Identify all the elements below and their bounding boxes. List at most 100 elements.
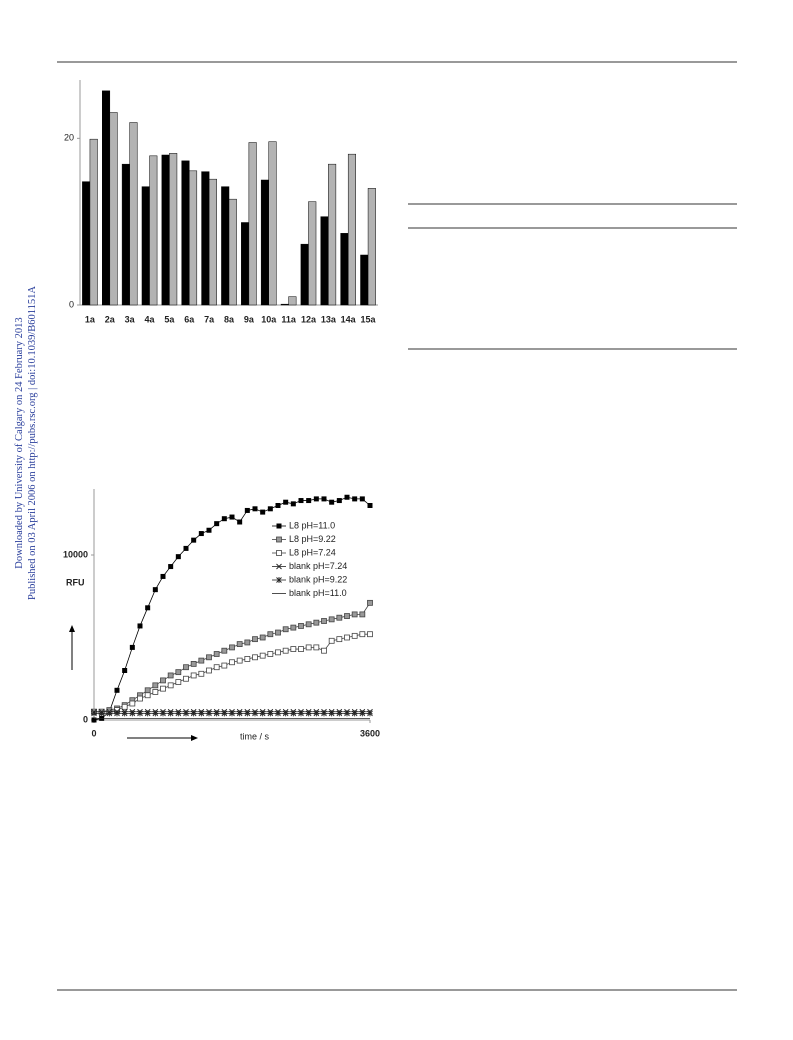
marker [144,692,151,699]
bar [201,171,210,306]
marker [214,521,220,527]
marker [144,710,151,717]
legend-label: L8 pH=9.22 [289,534,336,544]
x-tick-label: 13a [321,314,337,324]
marker [236,657,243,664]
marker [175,554,181,560]
marker [367,631,373,638]
marker [106,710,113,717]
marker [229,659,235,666]
bar [141,186,150,306]
bar [248,142,257,306]
marker [237,519,243,525]
marker [267,631,274,638]
marker [167,710,174,717]
marker [183,664,189,671]
bar [82,181,91,306]
marker [328,616,335,623]
marker [221,662,228,669]
marker [244,656,251,662]
marker [305,644,312,651]
marker [152,587,158,593]
marker [321,496,327,502]
marker [213,651,220,657]
marker [190,672,197,679]
marker [183,545,189,551]
marker [336,498,342,504]
bar [228,198,237,306]
marker [213,710,220,717]
bar [129,122,138,306]
marker [183,710,189,717]
marker [160,710,166,717]
legend-label: blank pH=9.22 [289,574,347,584]
x-tick-label: 6a [184,314,195,324]
bar [121,163,130,306]
marker [167,682,174,689]
marker [190,661,197,667]
x-tick-label: 1a [85,314,96,324]
marker [137,695,143,702]
marker [328,637,335,644]
marker [298,646,304,652]
marker [313,644,320,651]
marker [160,677,166,684]
marker [183,675,189,682]
x-tick-label: 8a [224,314,235,324]
marker [306,498,312,504]
marker [275,710,281,717]
marker [298,498,304,504]
marker [267,651,274,657]
y-axis-label: RFU [66,577,85,587]
marker [275,503,281,508]
marker [175,669,182,676]
x-tick-label: 7a [204,314,215,324]
series-line [94,602,371,713]
marker [152,710,159,717]
series-line [93,496,371,721]
marker [175,710,182,717]
marker [129,710,136,717]
marker [290,646,297,652]
marker [359,710,366,717]
marker [344,613,350,619]
marker [283,499,289,505]
marker [267,710,274,717]
marker [305,710,312,717]
marker [229,644,235,651]
marker [260,509,266,515]
legend-label: blank pH=11.0 [289,588,347,598]
marker [244,507,250,513]
marker [137,623,143,629]
bar [221,186,230,306]
marker [252,654,258,661]
marker [367,599,373,606]
x-tick-label: 9a [244,314,255,324]
marker [198,531,204,537]
marker [121,710,128,717]
marker [290,710,297,717]
marker [236,710,243,717]
marker [236,641,243,647]
bar [268,141,277,306]
marker [276,577,282,583]
x-tick-label: 12a [301,314,317,324]
marker [229,710,235,717]
y-tick-label: 0 [83,714,88,724]
marker [351,632,358,639]
marker [336,614,343,621]
marker [221,710,228,717]
marker [206,654,212,661]
bar [241,222,250,306]
marker [276,550,282,556]
marker [321,647,327,654]
x-tick-label: 3a [125,314,136,324]
x-tick-label: 5a [164,314,175,324]
marker [168,564,174,570]
bar [300,243,309,306]
marker [252,636,258,643]
marker [298,623,304,629]
marker [359,496,365,502]
marker [175,679,182,685]
